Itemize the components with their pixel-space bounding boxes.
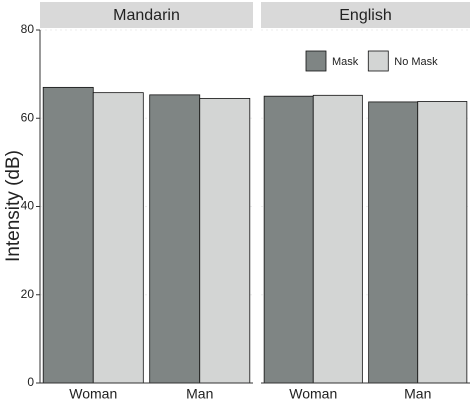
bar: [417, 101, 468, 384]
bar: [368, 101, 419, 384]
facet-title: English: [339, 7, 391, 24]
y-tick-label: 40: [21, 199, 35, 213]
x-tick-label: Man: [186, 386, 213, 402]
legend-swatch: [367, 50, 389, 72]
y-tick-label: 80: [21, 22, 35, 36]
x-tick-label: Woman: [289, 386, 337, 402]
y-tick-label: 20: [21, 287, 35, 301]
bar: [92, 92, 144, 384]
bar: [149, 94, 201, 384]
legend-label: No Mask: [394, 56, 438, 68]
facet-title: Mandarin: [113, 7, 180, 24]
legend-swatch: [305, 50, 327, 72]
x-tick-label: Man: [404, 386, 431, 402]
legend-label: Mask: [332, 56, 359, 68]
y-tick-label: 0: [27, 375, 34, 389]
bar: [263, 95, 314, 384]
strip: [261, 2, 470, 28]
bar: [42, 86, 94, 384]
y-axis-label: Intensity (dB): [3, 150, 24, 262]
strip: [40, 2, 253, 28]
y-tick-label: 60: [21, 110, 35, 124]
bar: [312, 94, 363, 384]
x-tick-label: Woman: [69, 386, 117, 402]
bar: [199, 97, 251, 384]
